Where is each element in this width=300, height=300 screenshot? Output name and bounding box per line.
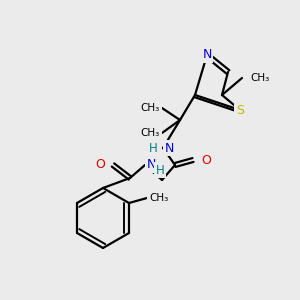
Text: S: S (236, 103, 244, 116)
Text: H: H (156, 164, 165, 176)
Text: CH₃: CH₃ (141, 103, 160, 113)
Text: CH₃: CH₃ (149, 193, 168, 203)
Text: N: N (147, 158, 156, 172)
Text: CH₃: CH₃ (141, 128, 160, 138)
Text: O: O (95, 158, 105, 172)
Text: CH₃: CH₃ (250, 73, 269, 83)
Text: O: O (201, 154, 211, 166)
Text: N: N (202, 49, 212, 62)
Text: N: N (165, 142, 174, 154)
Text: H: H (149, 142, 158, 154)
